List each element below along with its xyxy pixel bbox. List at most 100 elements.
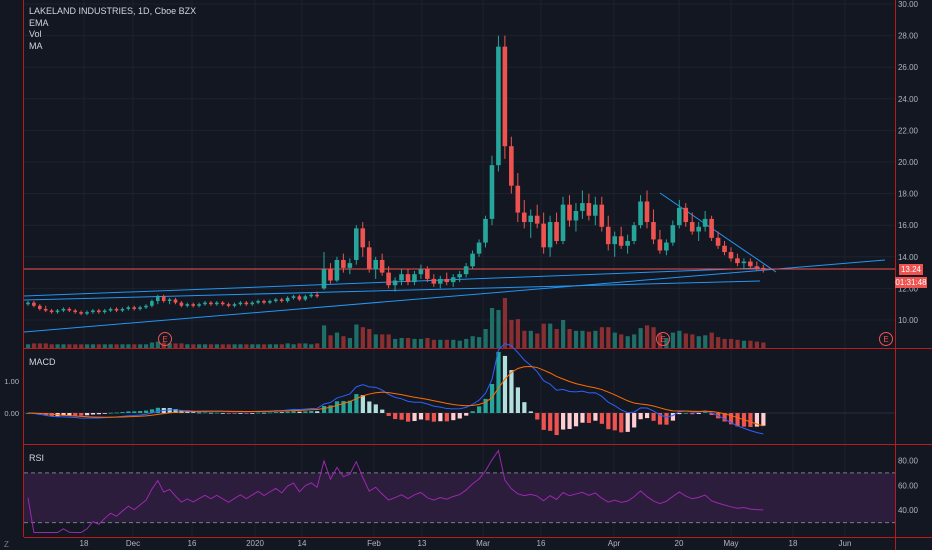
price-axis: 30.00 28.00 26.00 24.00 22.00 20.00 18.00 16.00… <box>898 0 919 325</box>
candle-body <box>715 237 721 246</box>
macd-histogram-bar <box>138 411 143 413</box>
macd-histogram-bar <box>238 413 243 414</box>
rsi-pane-label[interactable]: RSI <box>29 453 45 463</box>
volume-bar <box>108 344 113 348</box>
volume-bar <box>399 338 404 348</box>
candle-body <box>677 207 682 226</box>
earnings-marker-icon[interactable]: E <box>879 332 893 346</box>
volume-bar <box>297 343 302 348</box>
candle-body <box>55 310 60 313</box>
volume-bar <box>155 341 160 348</box>
volume-bar <box>451 339 456 348</box>
price-tick-label: 30.00 <box>898 0 919 9</box>
macd-histogram-bar <box>418 413 424 420</box>
macd-histogram-bar <box>438 413 443 422</box>
macd-histogram-bar <box>722 413 727 422</box>
volume-bar <box>709 332 714 348</box>
volume-bar <box>191 344 196 348</box>
earnings-marker-icon[interactable]: E <box>158 332 172 346</box>
volume-bar <box>703 335 708 348</box>
price-tick-label: 14.00 <box>898 253 919 262</box>
candle-body <box>232 304 237 306</box>
volume-bar <box>470 336 475 348</box>
macd-histogram-bar <box>483 398 488 413</box>
macd-histogram-bar <box>155 407 160 413</box>
volume-bar <box>49 344 54 348</box>
volume-bar <box>754 341 760 348</box>
macd-histogram-bar <box>457 413 462 419</box>
macd-histogram-bar <box>535 413 540 420</box>
macd-histogram-bar <box>61 413 66 416</box>
rsi-pane: 80.00 60.00 40.00 <box>24 449 919 534</box>
earnings-marker-icon[interactable]: E <box>656 332 670 346</box>
macd-histogram-bar <box>73 413 78 416</box>
volume-bar <box>632 334 637 348</box>
volume-bar <box>586 331 592 348</box>
macd-histogram-bar <box>464 413 469 416</box>
macd-histogram-bar <box>761 413 766 426</box>
macd-histogram-bar <box>67 413 72 416</box>
volume-bar <box>464 338 469 348</box>
legend-symbol-line[interactable]: LAKELAND INDUSTRIES, 1D, Cboe BZX <box>29 6 197 16</box>
volume-bar <box>220 344 225 348</box>
volume-bar <box>619 334 624 348</box>
price-tick-label: 10.00 <box>898 316 919 325</box>
volume-bar <box>489 308 495 348</box>
volume-bar <box>31 343 37 348</box>
macd-histogram-bar <box>96 413 101 415</box>
macd-pane-label[interactable]: MACD <box>29 357 56 367</box>
candle-body <box>328 269 333 281</box>
earnings-marker-label: E <box>660 335 665 344</box>
candle-body <box>509 146 514 186</box>
candle-body <box>651 222 656 240</box>
candle-body <box>444 278 450 283</box>
macd-histogram-bar <box>612 413 617 431</box>
price-tick-label: 20.00 <box>898 158 919 167</box>
volume-bar <box>132 344 137 348</box>
volume-bar <box>173 343 178 348</box>
volume-bar <box>334 332 340 348</box>
macd-histogram-bar <box>334 401 340 413</box>
candle-body <box>496 46 501 166</box>
volume-bar <box>26 344 31 348</box>
candle-body <box>67 308 72 311</box>
macd-histogram-bar <box>683 412 688 414</box>
candle-body <box>541 223 546 248</box>
macd-histogram-bar <box>132 411 137 413</box>
candle-body <box>73 310 77 313</box>
candle-body <box>702 218 708 227</box>
macd-histogram-bar <box>619 413 624 433</box>
macd-histogram-bar <box>412 413 417 422</box>
candle-body <box>303 296 308 300</box>
candle-body <box>126 307 131 309</box>
candle-body <box>354 228 359 260</box>
candle-body <box>567 204 572 221</box>
time-tick-label: 16 <box>188 539 197 548</box>
candle-body <box>341 259 346 268</box>
volume-bar <box>457 340 462 348</box>
macd-histogram-bar <box>279 412 284 414</box>
macd-histogram-bar <box>90 413 96 415</box>
macd-histogram-bar <box>645 413 650 419</box>
zoom-icon[interactable]: Z <box>4 540 9 549</box>
volume-bar <box>380 334 385 348</box>
macd-histogram-bar <box>360 395 365 413</box>
macd-histogram-bar <box>173 409 178 413</box>
volume-bar <box>741 340 747 348</box>
countdown-tag: 01:31:48 <box>895 277 927 288</box>
candle-body <box>279 299 284 302</box>
time-tick-label: 14 <box>298 539 307 548</box>
volume-bar <box>386 334 391 348</box>
volume-bar <box>509 320 514 348</box>
price-tick-label: 22.00 <box>898 126 919 135</box>
macd-histogram-bar <box>431 413 437 422</box>
legend-indicator-ema[interactable]: EMA <box>29 17 49 28</box>
volume-bar <box>256 344 261 348</box>
legend-indicator-ma[interactable]: MA <box>29 40 43 51</box>
macd-histogram-bar <box>477 406 482 413</box>
macd-histogram-bar <box>380 409 385 413</box>
legend-indicator-vol[interactable]: Vol <box>29 29 42 39</box>
price-tick-label: 24.00 <box>898 95 919 104</box>
volume-bar <box>149 342 155 348</box>
